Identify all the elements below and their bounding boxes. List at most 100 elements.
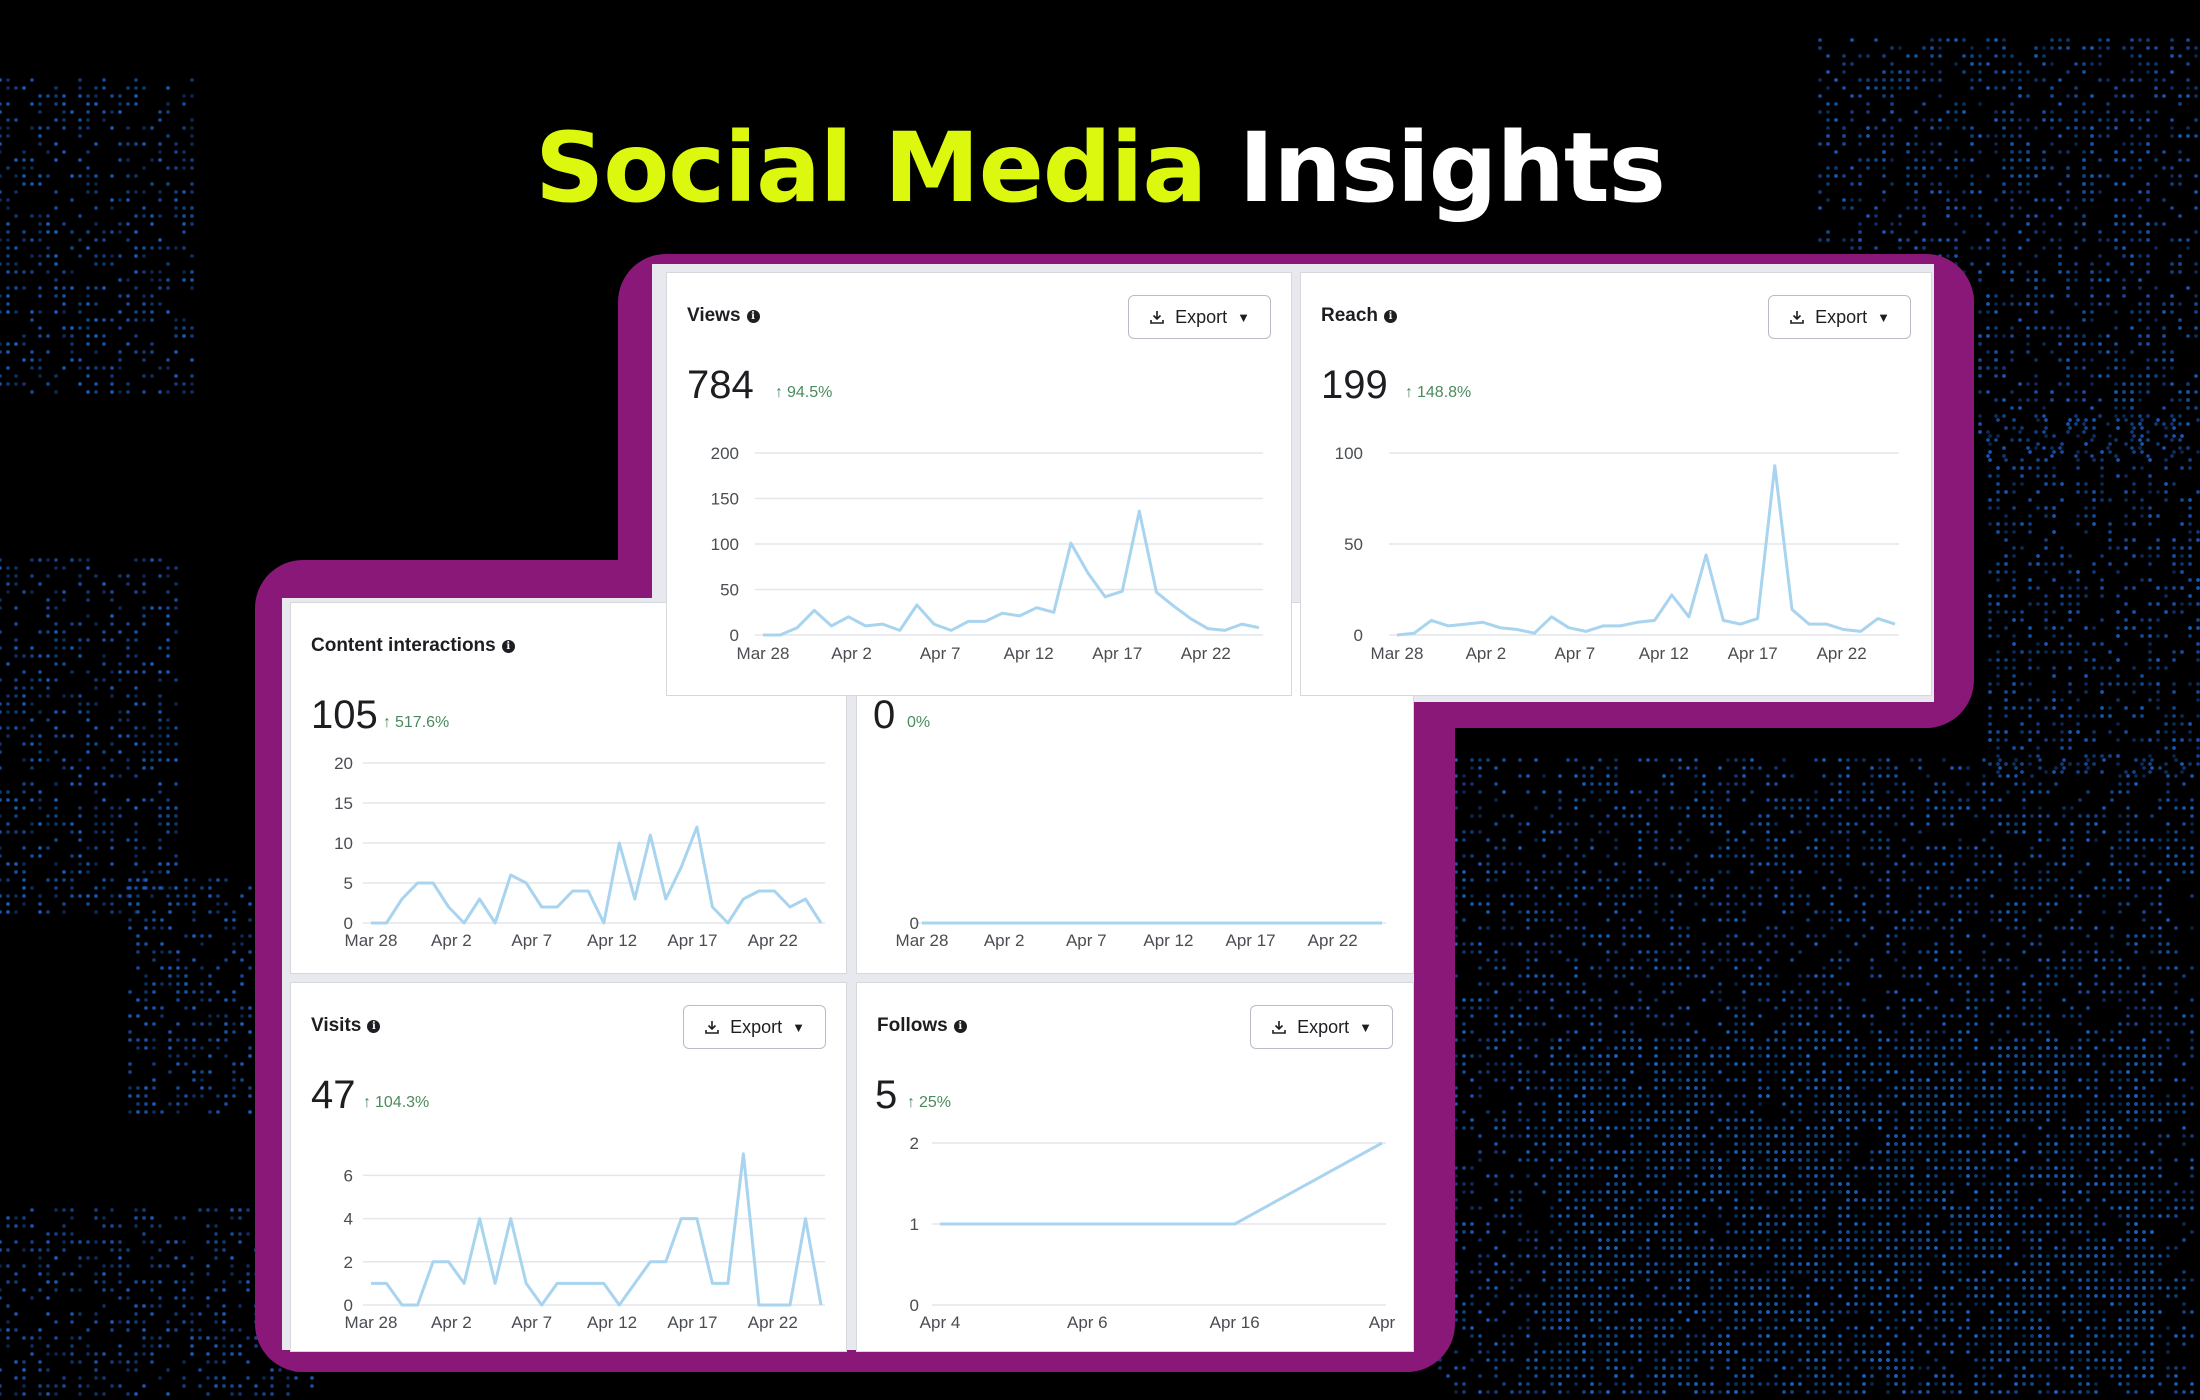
- y-tick-label: 2: [910, 1134, 919, 1153]
- y-tick-label: 0: [730, 626, 739, 645]
- x-tick-label: Apr 12: [587, 931, 637, 950]
- info-icon[interactable]: i: [1384, 309, 1398, 323]
- x-tick-label: Apr 6: [1067, 1313, 1108, 1332]
- export-button[interactable]: Export ▼: [683, 1005, 826, 1049]
- caret-down-icon: ▼: [792, 1019, 805, 1035]
- x-tick-label: Apr 2: [831, 644, 872, 663]
- x-tick-label: Apr 22: [1181, 644, 1231, 663]
- x-tick-label: Apr 17: [667, 931, 717, 950]
- metric-change: ↑ 517.6%: [383, 714, 450, 731]
- visits-chart: 0 2 4 6 Mar 28 Apr 2 Apr 7 Apr 12 Apr 17 Apr 22: [344, 1152, 825, 1332]
- caret-down-icon: ▼: [1877, 309, 1890, 325]
- x-tick-label: Apr 7: [1066, 931, 1107, 950]
- series-line: [1396, 464, 1896, 637]
- arrow-up-icon: ↑: [363, 1094, 371, 1111]
- x-tick-label: Mar 28: [1371, 644, 1424, 663]
- y-tick-label: 150: [711, 490, 739, 509]
- x-tick-label: Apr 7: [1555, 644, 1596, 663]
- y-tick-label: 100: [1335, 444, 1363, 463]
- metric-change: ↑ 104.3%: [363, 1094, 430, 1111]
- y-tick-label: 4: [344, 1210, 353, 1229]
- y-tick-label: 50: [1344, 535, 1363, 554]
- x-tick-label: Mar 28: [896, 931, 949, 950]
- x-tick-label: Apr 4: [920, 1313, 961, 1332]
- reach-card: Reach i Export ▼ 199 ↑ 148.8% 0 50 100 Mar 28…: [1300, 272, 1932, 696]
- x-tick-label: Apr 7: [511, 1313, 552, 1332]
- metric-value: 105: [311, 693, 378, 737]
- export-button[interactable]: Export ▼: [1128, 295, 1271, 339]
- download-icon: [704, 1019, 720, 1035]
- y-tick-label: 15: [334, 794, 353, 813]
- download-icon: [1789, 309, 1805, 325]
- caret-down-icon: ▼: [1359, 1019, 1372, 1035]
- export-button[interactable]: Export ▼: [1768, 295, 1911, 339]
- x-tick-label: Apr 12: [587, 1313, 637, 1332]
- x-tick-label: Apr 12: [1639, 644, 1689, 663]
- metric-change: ↑ 25%: [907, 1094, 952, 1111]
- follows-chart: 0 1 2 Apr 4 Apr 6 Apr 16 Apr: [910, 1134, 1396, 1332]
- x-tick-label: Apr 22: [748, 931, 798, 950]
- download-icon: [1271, 1019, 1287, 1035]
- series-line: [940, 1141, 1383, 1226]
- x-tick-label: Apr 22: [748, 1313, 798, 1332]
- reach-chart: 0 50 100 Mar 28 Apr 2 Apr 7 Apr 12 Apr 17 Apr 22: [1335, 444, 1899, 663]
- x-tick-label: Apr 7: [511, 931, 552, 950]
- card-title: Follows i: [877, 1015, 967, 1037]
- y-tick-label: 200: [711, 444, 739, 463]
- y-tick-label: 0: [910, 914, 919, 933]
- x-tick-label: Apr 17: [1092, 644, 1142, 663]
- caret-down-icon: ▼: [1237, 309, 1250, 325]
- y-tick-label: 10: [334, 834, 353, 853]
- x-tick-label: Apr 12: [1143, 931, 1193, 950]
- info-icon[interactable]: i: [367, 1019, 381, 1033]
- visits-card: Visits i Export ▼ 47 ↑ 104.3% 0 2 4 6 Mar 28 Ap…: [290, 982, 847, 1352]
- export-button[interactable]: Export ▼: [1250, 1005, 1393, 1049]
- series-line: [371, 825, 823, 925]
- metric-value: 784: [687, 363, 754, 407]
- metric-value: 199: [1321, 363, 1388, 407]
- y-tick-label: 6: [344, 1166, 353, 1185]
- x-tick-label: Mar 28: [737, 644, 790, 663]
- card-title: Visits i: [311, 1015, 381, 1037]
- y-tick-label: 0: [344, 914, 353, 933]
- y-tick-label: 0: [910, 1296, 919, 1315]
- metric-change: 0%: [907, 714, 931, 731]
- x-tick-label: Apr 17: [667, 1313, 717, 1332]
- y-tick-label: 50: [720, 581, 739, 600]
- metric-change: ↑ 94.5%: [775, 384, 833, 401]
- x-tick-label: Apr 2: [1466, 644, 1507, 663]
- views-card: Views i Export ▼ 784 ↑ 94.5% 0 50 100 150 200 M…: [666, 272, 1292, 696]
- follows-card: Follows i Export ▼ 5 ↑ 25% 0 1 2 Apr 4 Apr 6 Ap…: [856, 982, 1414, 1352]
- metric-value: 0: [873, 693, 896, 737]
- x-tick-label: Mar 28: [345, 1313, 398, 1332]
- arrow-up-icon: ↑: [1405, 384, 1413, 401]
- title-accent: Social Media: [535, 112, 1207, 224]
- info-icon[interactable]: i: [953, 1019, 967, 1033]
- card-title: Content interactions i: [311, 635, 515, 657]
- download-icon: [1149, 309, 1165, 325]
- x-tick-label: Apr 17: [1226, 931, 1276, 950]
- x-tick-label: Apr 17: [1728, 644, 1778, 663]
- x-tick-label: Apr 2: [431, 931, 472, 950]
- title-rest: Insights: [1238, 112, 1666, 224]
- page-title: Social Media Insights: [0, 112, 2200, 224]
- x-tick-label: Apr 22: [1817, 644, 1867, 663]
- info-icon[interactable]: i: [501, 639, 515, 653]
- y-tick-label: 5: [344, 874, 353, 893]
- y-tick-label: 100: [711, 535, 739, 554]
- card-title: Views i: [687, 305, 760, 327]
- x-tick-label: Apr 22: [1308, 931, 1358, 950]
- arrow-up-icon: ↑: [775, 384, 783, 401]
- x-tick-label: Apr 16: [1210, 1313, 1260, 1332]
- card-title: Reach i: [1321, 305, 1398, 327]
- series-line: [763, 509, 1260, 637]
- arrow-up-icon: ↑: [383, 714, 391, 731]
- x-tick-label: Apr 2: [431, 1313, 472, 1332]
- x-tick-label: Apr 12: [1004, 644, 1054, 663]
- y-tick-label: 2: [344, 1253, 353, 1272]
- info-icon[interactable]: i: [746, 309, 760, 323]
- arrow-up-icon: ↑: [907, 1094, 915, 1111]
- metric-value: 5: [875, 1073, 898, 1117]
